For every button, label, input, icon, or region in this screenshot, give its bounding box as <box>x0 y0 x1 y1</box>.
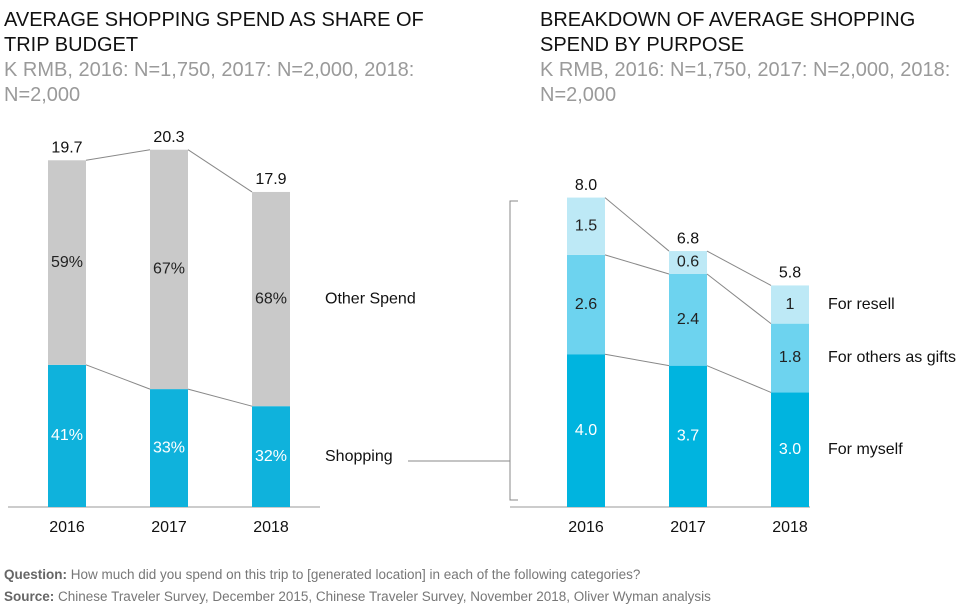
right-header: BREAKDOWN OF AVERAGE SHOPPING SPEND BY P… <box>540 8 970 108</box>
bracket <box>509 200 518 501</box>
value-label: 3.7 <box>677 428 699 445</box>
question-note: Question: How much did you spend on this… <box>4 567 640 582</box>
value-label: 2.4 <box>677 311 699 328</box>
bar-segment <box>771 323 809 393</box>
bar-segment <box>669 273 707 366</box>
x-tick-label: 2017 <box>151 519 187 536</box>
legend-label: Other Spend <box>325 290 416 307</box>
value-label: 4.0 <box>575 422 597 439</box>
value-label: 68% <box>255 290 287 307</box>
bar-segment <box>669 251 707 274</box>
total-label: 6.8 <box>677 230 699 247</box>
x-tick-label: 2016 <box>568 519 604 536</box>
legend-label: For resell <box>828 296 895 313</box>
source-label: Source: <box>4 589 55 604</box>
connector <box>706 365 772 393</box>
charts: 41% 59% 19.7 2016 33% 67% 20.3 2017 32% 68% 17.9 20… <box>8 129 956 536</box>
value-label: 1.5 <box>575 217 597 234</box>
source-note: Source: Chinese Traveler Survey, Decembe… <box>4 589 711 604</box>
connector <box>187 388 253 407</box>
x-tick-label: 2016 <box>49 519 85 536</box>
bar-segment <box>567 354 605 507</box>
left-header: AVERAGE SHOPPING SPEND AS SHARE OF TRIP … <box>4 8 434 108</box>
total-label: 5.8 <box>779 265 801 282</box>
chart-title: BREAKDOWN OF AVERAGE SHOPPING SPEND BY P… <box>540 9 916 56</box>
value-label: 32% <box>255 448 287 465</box>
total-label: 19.7 <box>51 139 82 156</box>
total-label: 8.0 <box>575 177 597 194</box>
bar-segment <box>252 191 290 407</box>
chart-subtitle: K RMB, 2016: N=1,750, 2017: N=2,000, 201… <box>540 59 951 106</box>
bar-segment <box>48 160 86 365</box>
question-label: Question: <box>4 567 67 582</box>
x-tick-label: 2017 <box>670 519 706 536</box>
total-label: 20.3 <box>153 129 184 146</box>
value-label: 1.8 <box>779 349 801 366</box>
connector <box>706 273 772 325</box>
value-label: 2.6 <box>575 296 597 313</box>
bar-segment <box>48 364 86 507</box>
connector <box>604 254 670 275</box>
question-text: How much did you spend on this trip to [… <box>70 567 641 582</box>
x-tick-label: 2018 <box>253 519 289 536</box>
bar-segment <box>669 365 707 507</box>
value-label: 3.0 <box>779 441 801 458</box>
value-label: 0.6 <box>677 254 699 271</box>
value-label: 67% <box>153 261 185 278</box>
total-label: 17.9 <box>255 171 286 188</box>
value-label: 59% <box>51 254 83 271</box>
bar-segment <box>567 254 605 355</box>
connector <box>187 149 253 193</box>
legend-label: For myself <box>828 441 903 458</box>
connector <box>85 364 151 390</box>
value-label: 41% <box>51 427 83 444</box>
connector <box>85 149 151 161</box>
legend-label: Shopping <box>325 448 393 465</box>
source-text: Chinese Traveler Survey, December 2015, … <box>58 589 711 604</box>
value-label: 1 <box>786 296 795 313</box>
connector <box>604 353 670 367</box>
value-label: 33% <box>153 439 185 456</box>
connector <box>604 197 670 252</box>
bar-segment <box>771 392 809 507</box>
x-tick-label: 2018 <box>772 519 808 536</box>
bar-segment <box>150 149 188 390</box>
bar-segment <box>771 285 809 324</box>
bar-segment <box>567 197 605 255</box>
bar-segment <box>150 389 188 507</box>
connector <box>706 250 772 286</box>
chart-subtitle: K RMB, 2016: N=1,750, 2017: N=2,000, 201… <box>4 59 415 106</box>
chart-title: AVERAGE SHOPPING SPEND AS SHARE OF TRIP … <box>4 9 424 56</box>
legend-label: For others as gifts <box>828 349 956 366</box>
bar-segment <box>252 406 290 507</box>
